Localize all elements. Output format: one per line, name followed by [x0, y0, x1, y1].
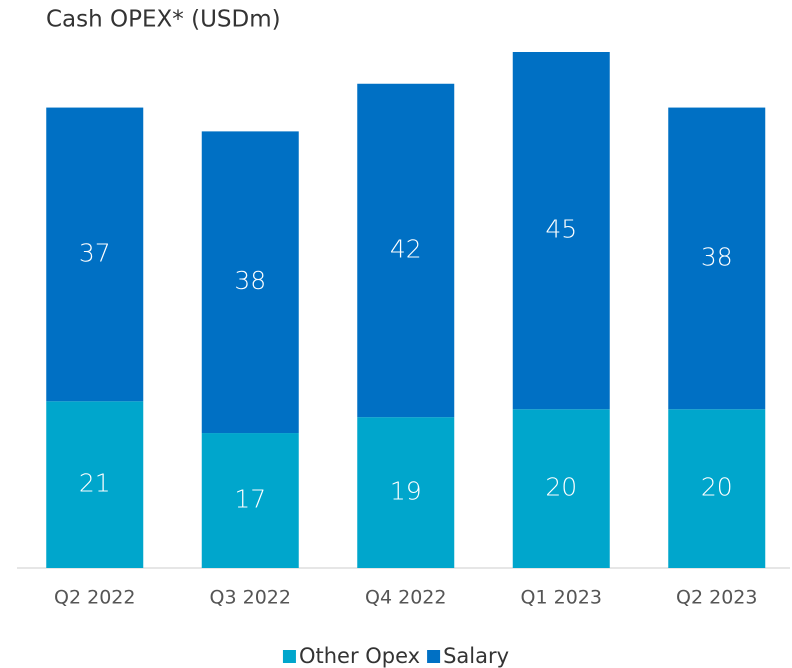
chart-title: Cash OPEX* (USDm) — [46, 7, 281, 33]
legend-swatch — [427, 650, 441, 663]
bar-segment — [201, 433, 299, 568]
legend-label: Salary — [443, 644, 509, 668]
data-label: 38 — [234, 266, 266, 295]
x-tick-label: Q2 2023 — [676, 587, 757, 609]
bar-segment — [357, 83, 455, 418]
legend: Other Opex Salary — [282, 644, 509, 668]
bar-segment — [512, 409, 610, 568]
data-label: 17 — [234, 485, 266, 514]
x-tick-label: Q2 2022 — [54, 587, 135, 609]
bar-segment — [201, 131, 299, 434]
data-label: 45 — [545, 215, 577, 244]
bar-segment — [357, 417, 455, 568]
data-label: 42 — [390, 234, 422, 263]
legend-label: Other Opex — [299, 644, 420, 668]
data-label: 20 — [545, 473, 577, 502]
bar-segment — [46, 107, 144, 402]
data-label: 21 — [79, 469, 111, 498]
bar-segment — [512, 52, 610, 410]
bar-segment — [46, 401, 144, 568]
bar-segment — [668, 409, 766, 568]
data-label: 20 — [701, 473, 733, 502]
x-tick-label: Q3 2022 — [210, 587, 291, 609]
data-label: 19 — [390, 477, 422, 506]
x-tick-label: Q1 2023 — [521, 587, 602, 609]
x-tick-label: Q4 2022 — [365, 587, 446, 609]
legend-swatch — [282, 650, 296, 663]
data-label: 38 — [701, 242, 733, 271]
data-label: 37 — [79, 238, 111, 267]
bar-segment — [668, 107, 766, 410]
